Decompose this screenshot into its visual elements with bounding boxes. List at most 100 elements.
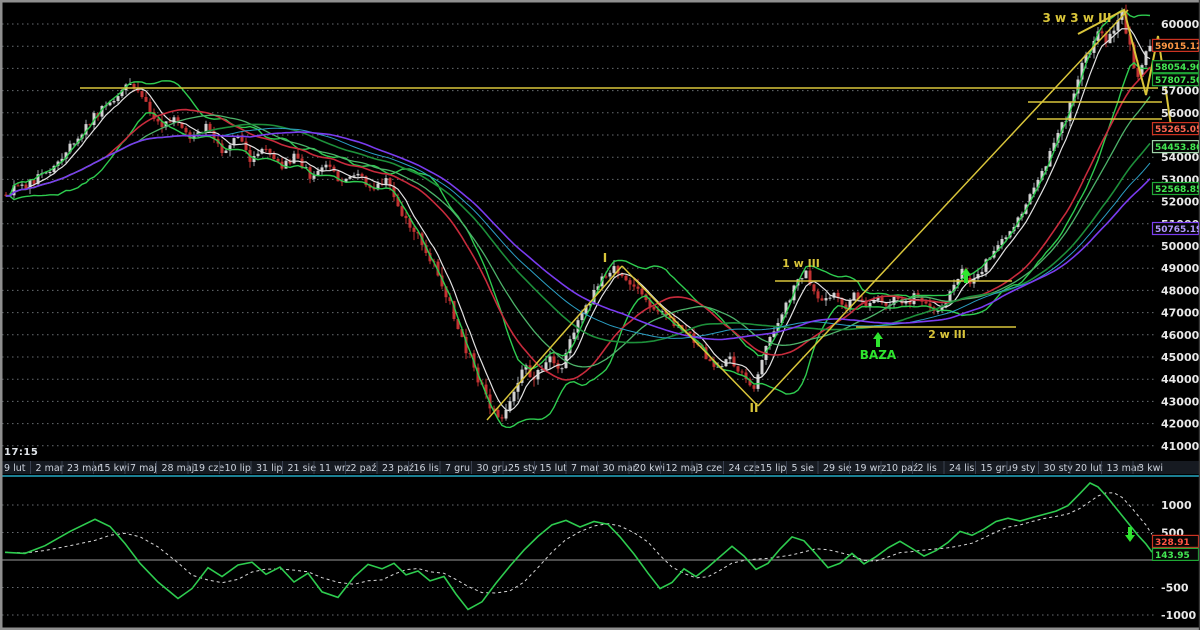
- wave-label-2wIII: 2 w III: [928, 328, 966, 341]
- date-tick-label: 15 gru: [981, 463, 1012, 474]
- price-tick-label: 50000: [1161, 240, 1200, 253]
- price-level-badge-text: 50765.19: [1155, 225, 1200, 235]
- date-tick-label: 12 maj: [666, 463, 699, 474]
- price-level-badge-text: 52568.85: [1155, 185, 1200, 195]
- date-tick-label: 21 sie: [288, 463, 317, 474]
- price-level-badge-text: 59015.12: [1155, 42, 1200, 52]
- date-tick-label: 13 mar: [1107, 463, 1141, 474]
- baza-label: BAZA: [860, 348, 897, 362]
- price-gridlines: [2, 23, 1154, 447]
- date-tick-label: 19 wrz: [855, 463, 887, 474]
- oscillator-tick-label: -500: [1161, 582, 1189, 595]
- oscillator-tick-label: 1000: [1161, 499, 1192, 512]
- oscillator-value-badge: [1151, 534, 1200, 549]
- date-tick-label: 28 maj: [162, 463, 195, 474]
- price-level-badge: [1151, 181, 1200, 196]
- oscillator-down-arrow-icon: [1125, 527, 1135, 542]
- price-level-badge: [1151, 121, 1200, 136]
- date-tick-label: 16 lis: [414, 463, 439, 474]
- date-tick-label: 25 sty: [508, 463, 538, 474]
- oscillator-tick-label: -1000: [1161, 609, 1197, 622]
- date-tick-label: 3 cze: [697, 463, 722, 474]
- price-tick-label: 42000: [1161, 418, 1200, 431]
- date-tick-label: 24 lis: [949, 463, 974, 474]
- bollinger-upper: [5, 9, 1151, 370]
- wave-label-3w3wIII: 3 w 3 w III: [1043, 11, 1112, 25]
- date-tick-label: 7 mar: [571, 463, 599, 474]
- date-tick-label: 31 lip: [256, 463, 282, 474]
- date-tick-label: 29 sie: [823, 463, 852, 474]
- price-tick-label: 45000: [1161, 351, 1200, 364]
- price-level-badge: [1151, 60, 1200, 74]
- price-level-badge-text: 55265.05: [1155, 125, 1200, 135]
- price-level-badge-text: 54453.86: [1155, 143, 1200, 153]
- trend-line: [757, 9, 1129, 407]
- oscillator-value-badge: [1151, 547, 1200, 562]
- price-tick-label: 46000: [1161, 329, 1200, 342]
- price-tick-label: 48000: [1161, 284, 1200, 297]
- price-level-badge: [1151, 38, 1200, 53]
- price-tick-label: 47000: [1161, 307, 1200, 320]
- baza-up-arrow-icon: [873, 332, 883, 347]
- date-tick-label: 10 lip: [225, 463, 251, 474]
- date-tick-label: 9 lut: [4, 463, 26, 474]
- breakout-up-arrow-icon: [961, 268, 971, 283]
- price-level-badge: [1151, 140, 1200, 154]
- price-level-badge-text: 58054.90: [1155, 63, 1200, 73]
- price-tick-label: 49000: [1161, 262, 1200, 275]
- price-tick-label: 44000: [1161, 373, 1200, 386]
- date-tick-label: 20 kwi: [634, 463, 665, 474]
- price-tick-label: 41000: [1161, 440, 1200, 453]
- oscillator-series: [4, 482, 1153, 611]
- ma-purple: [5, 131, 1151, 341]
- wave-label-I: I: [603, 251, 607, 265]
- oscillator-value-badge-text: 328.91: [1155, 538, 1190, 548]
- date-tick-label: 5 sie: [792, 463, 815, 474]
- date-tick-label: 3 kwi: [1138, 463, 1163, 474]
- wave-label-1wIII: 1 w III: [782, 257, 820, 270]
- date-tick-label: 15 lip: [760, 463, 786, 474]
- price-level-badge-text: 57807.50: [1155, 76, 1200, 86]
- bollinger-lower: [5, 61, 1151, 429]
- trend-line: [621, 265, 759, 407]
- date-tick-label: 2 paź: [351, 463, 377, 474]
- date-tick-label: 30 mar: [603, 463, 637, 474]
- date-tick-label: 30 gru: [477, 463, 508, 474]
- date-tick-label: 23 paź: [382, 463, 414, 474]
- price-level-badge: [1151, 73, 1200, 87]
- date-tick-label: 30 sty: [1044, 463, 1074, 474]
- price-tick-label: 52000: [1161, 196, 1200, 209]
- price-tick-label: 54000: [1161, 151, 1200, 164]
- date-tick-label: 11 wrz: [319, 463, 351, 474]
- date-tick-label: 24 cze: [729, 463, 760, 474]
- trend-line: [486, 265, 623, 421]
- price-axis: 6000057000560005400053000520005100050000…: [1151, 18, 1200, 453]
- price-level-badge: [1151, 221, 1200, 236]
- date-tick-label: 23 mar: [67, 463, 101, 474]
- date-tick-label: 10 paź: [886, 463, 918, 474]
- ma-white-fast: [5, 28, 1151, 412]
- current-time-label: 17:15: [4, 447, 39, 458]
- date-tick-label: 7 gru: [445, 463, 470, 474]
- wave-label-II: II: [750, 401, 759, 415]
- date-tick-label: 15 lut: [540, 463, 568, 474]
- date-tick-label: 20 lut: [1075, 463, 1103, 474]
- date-tick-label: 2 lis: [918, 463, 937, 474]
- date-tick-label: 2 mar: [36, 463, 64, 474]
- price-tick-label: 56000: [1161, 107, 1200, 120]
- oscillator-main-line: [4, 482, 1153, 611]
- oscillator-value-badge-text: 143.95: [1155, 551, 1190, 561]
- price-tick-label: 43000: [1161, 395, 1200, 408]
- date-tick-label: 7 maj: [130, 463, 157, 474]
- date-tick-label: 9 sty: [1012, 463, 1036, 474]
- date-tick-label: 19 cze: [193, 463, 224, 474]
- date-tick-label: 15 kwi: [99, 463, 130, 474]
- price-tick-label: 57000: [1161, 85, 1200, 98]
- price-tick-label: 60000: [1161, 18, 1200, 31]
